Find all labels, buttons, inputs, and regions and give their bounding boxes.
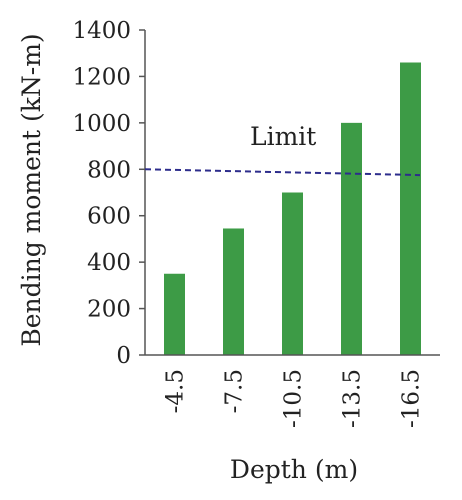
limit-line-group: Limit bbox=[144, 122, 421, 177]
y-axis-title: Bending moment (kN-m) bbox=[17, 33, 46, 346]
y-tick-label: 600 bbox=[87, 204, 131, 230]
bar--10.5 bbox=[282, 192, 303, 355]
y-tick-label: 1000 bbox=[72, 111, 131, 137]
y-tick-label: 400 bbox=[87, 250, 131, 276]
bar--4.5 bbox=[164, 273, 185, 355]
y-tick-label: 1400 bbox=[72, 18, 131, 44]
x-tick-label: -7.5 bbox=[222, 369, 248, 413]
x-tick-label: -4.5 bbox=[163, 369, 189, 413]
bar--7.5 bbox=[223, 228, 244, 355]
bar--16.5 bbox=[400, 62, 421, 355]
y-tick-label: 200 bbox=[87, 297, 131, 323]
y-axis: 0 200 400 600 800 1000 1200 1400 bbox=[72, 18, 146, 369]
y-tick-label: 1200 bbox=[72, 64, 131, 90]
x-axis: -4.5 -7.5 -10.5 -13.5 -16.5 bbox=[145, 354, 440, 428]
y-tick-label: 0 bbox=[116, 343, 131, 369]
bars bbox=[164, 62, 421, 355]
bar--13.5 bbox=[341, 122, 362, 355]
x-tick-label: -10.5 bbox=[281, 369, 307, 428]
x-axis-title: Depth (m) bbox=[230, 455, 358, 484]
x-tick-label: -13.5 bbox=[340, 369, 366, 428]
limit-label: Limit bbox=[250, 122, 316, 151]
x-tick-label: -16.5 bbox=[399, 369, 425, 428]
y-tick-label: 800 bbox=[87, 157, 131, 183]
limit-line bbox=[144, 168, 421, 177]
